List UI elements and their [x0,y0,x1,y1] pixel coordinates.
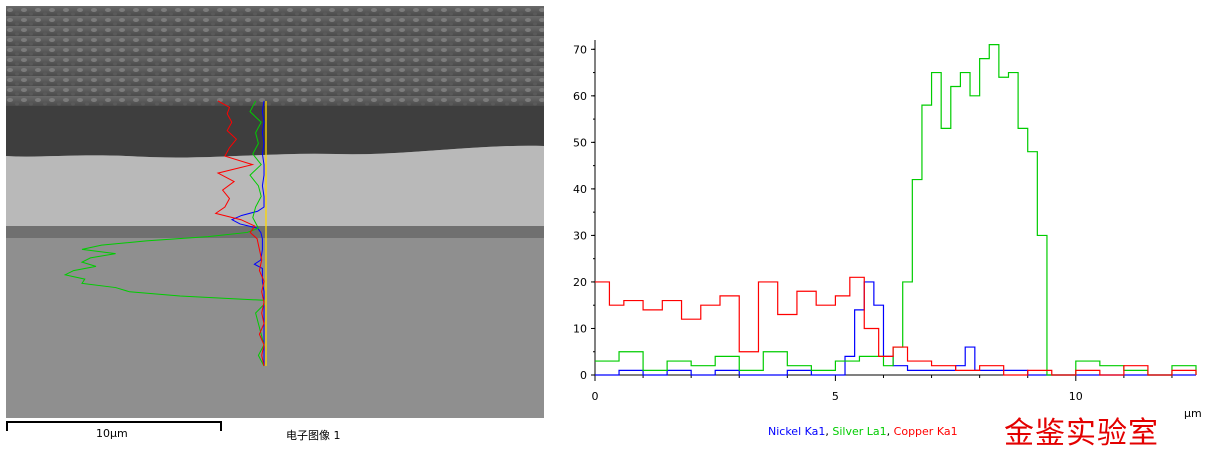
image-caption: 电子图像 1 [286,429,341,442]
interface-band [6,226,544,238]
legend-separator: , [886,425,894,438]
copper-substrate [6,238,544,418]
y-tick-label: 50 [573,136,587,149]
legend-item-silver: Silver La1 [832,425,887,438]
y-tick-label: 10 [573,322,587,335]
chart-legend: Nickel Ka1, Silver La1, Copper Ka1 [768,425,958,438]
legend-item-nickel: Nickel Ka1 [768,425,826,438]
series-line-copper [595,276,1197,376]
silver-layer [6,145,544,236]
overlay-profile-copper [214,100,265,367]
top-grainy-layer [6,6,544,106]
scale-bar [6,421,222,431]
y-tick-label: 40 [573,183,587,196]
dark-layer [6,106,544,158]
y-tick-label: 0 [580,369,587,382]
series-line-silver [595,44,1197,376]
sem-linescan-overlay [63,100,267,367]
y-tick-label: 30 [573,229,587,242]
x-tick-label: 0 [592,390,599,403]
legend-separator: , [825,425,833,438]
scale-bar-label: 10µm [96,427,128,440]
sem-micrograph [6,6,544,418]
chart-axes: 0 10 20 30 40 50 60 70 0 5 10 [573,40,1196,403]
y-tick-label: 20 [573,276,587,289]
y-tick-label: 70 [573,43,587,56]
legend-item-copper: Copper Ka1 [893,425,958,438]
lab-watermark: 金鉴实验室 [1004,416,1159,451]
x-tick-label: 5 [832,390,839,403]
x-axis-label: µm [1184,407,1202,420]
overlay-profile-silver [63,100,265,367]
y-tick-label: 60 [573,90,587,103]
chart-series [595,44,1197,376]
eds-linescan-chart: 0 10 20 30 40 50 60 70 0 5 10 µm [573,40,1202,420]
x-tick-label: 10 [1069,390,1083,403]
